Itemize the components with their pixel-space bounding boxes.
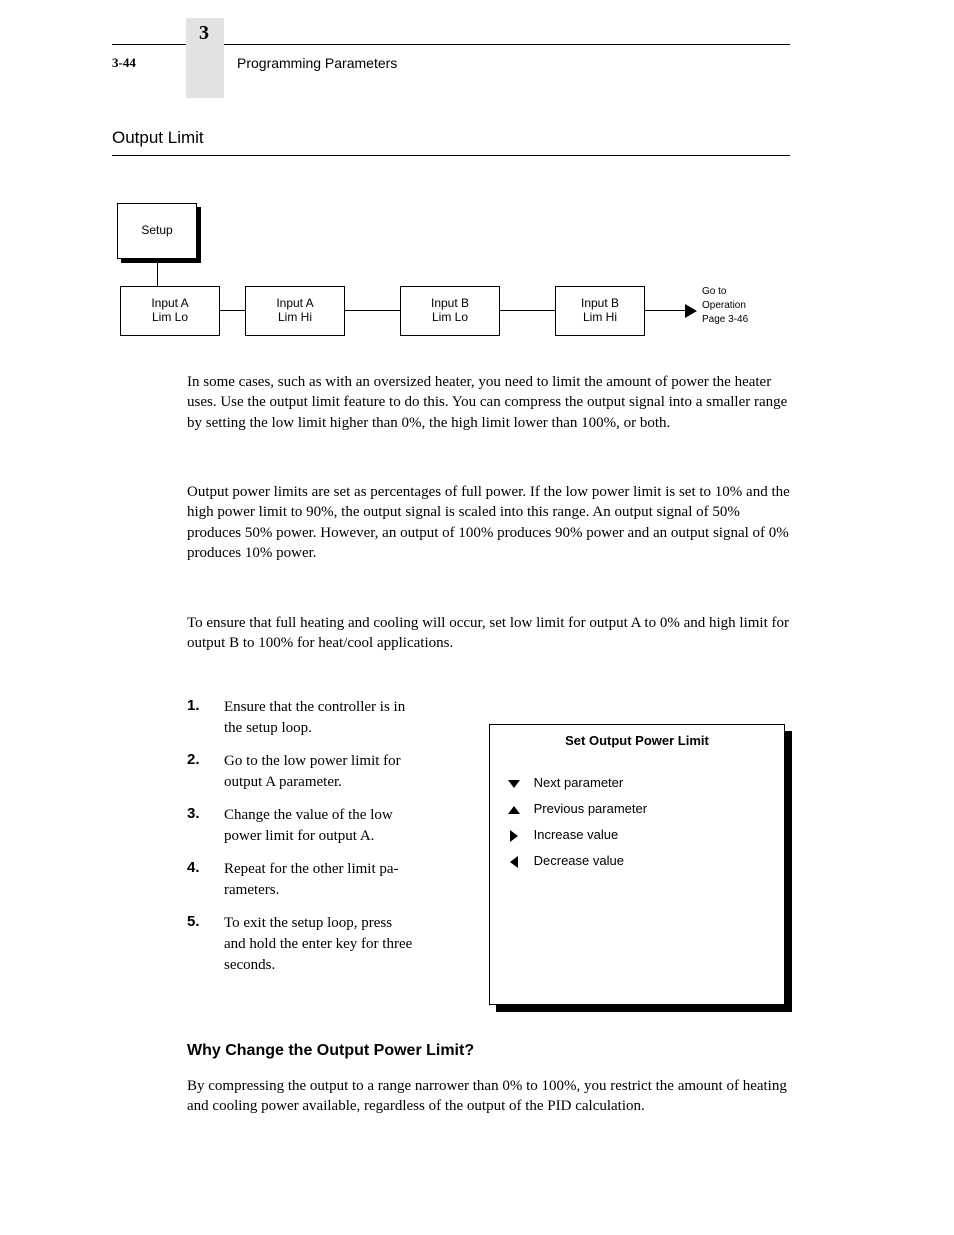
flow-arrow-icon (685, 304, 697, 318)
why-paragraph: By compressing the output to a range nar… (187, 1076, 791, 1117)
flow-box-b-hi: Input BLim Hi (555, 286, 645, 336)
triangle-right-icon (510, 830, 518, 842)
flow-trail-goto: Go to (702, 286, 726, 297)
flow-box-a-hi-label: Input ALim Hi (276, 297, 313, 325)
step-1-num: 1. (187, 697, 200, 714)
flow-conn-2 (345, 310, 400, 311)
flow-root-box: Setup (117, 203, 197, 259)
flow-box-a-lo-label: Input ALim Lo (151, 297, 188, 325)
screen-line-down: Next parameter (508, 775, 623, 790)
flow-root-label: Setup (141, 224, 172, 238)
flow-trail-pageref: Page 3-46 (702, 314, 748, 325)
flow-conn-3 (500, 310, 555, 311)
step-2-text: Go to the low power limit foroutput A pa… (224, 751, 470, 793)
why-heading: Why Change the Output Power Limit? (187, 1042, 474, 1060)
flow-box-b-lo-label: Input BLim Lo (431, 297, 469, 325)
step-1-text: Ensure that the controller is inthe setu… (224, 697, 470, 739)
flow-box-b-lo: Input BLim Lo (400, 286, 500, 336)
screen-line-left: Decrease value (508, 853, 624, 868)
triangle-left-icon (510, 856, 518, 868)
flow-trail-operation: Operation (702, 300, 746, 311)
chapter-number: 3 (199, 22, 209, 45)
flow-root-connector (157, 263, 158, 286)
section-rule (112, 155, 790, 156)
header-rule-left (112, 44, 186, 45)
header-rule-right (224, 44, 790, 45)
screen-line-right-label: Increase value (534, 827, 619, 842)
flow-conn-1 (220, 310, 245, 311)
step-5-num: 5. (187, 913, 200, 930)
screen-line-right: Increase value (508, 827, 618, 842)
step-4-num: 4. (187, 859, 200, 876)
screen-line-up: Previous parameter (508, 801, 647, 816)
step-2-num: 2. (187, 751, 200, 768)
body-paragraph-2: Output power limits are set as percentag… (187, 482, 791, 563)
screen-line-left-label: Decrease value (534, 853, 624, 868)
step-4-text: Repeat for the other limit pa-rameters. (224, 859, 470, 901)
screen-line-down-label: Next parameter (534, 775, 624, 790)
flow-box-a-hi: Input ALim Hi (245, 286, 345, 336)
body-paragraph-1: In some cases, such as with an oversized… (187, 372, 791, 433)
step-5-text: To exit the setup loop, pressand hold th… (224, 913, 470, 976)
flow-box-b-hi-label: Input BLim Hi (581, 297, 619, 325)
screen-title: Set Output Power Limit (490, 733, 784, 748)
body-paragraph-3: To ensure that full heating and cooling … (187, 613, 791, 654)
header-title: Programming Parameters (237, 55, 397, 71)
triangle-down-icon (508, 780, 520, 788)
step-3-text: Change the value of the lowpower limit f… (224, 805, 470, 847)
page-number: 3-44 (112, 55, 136, 71)
section-title: Output Limit (112, 128, 204, 148)
screen-box: Set Output Power Limit Next parameter Pr… (489, 724, 785, 1005)
triangle-up-icon (508, 806, 520, 814)
screen-line-up-label: Previous parameter (534, 801, 647, 816)
flow-box-a-lo: Input ALim Lo (120, 286, 220, 336)
flow-conn-4 (645, 310, 685, 311)
step-3-num: 3. (187, 805, 200, 822)
